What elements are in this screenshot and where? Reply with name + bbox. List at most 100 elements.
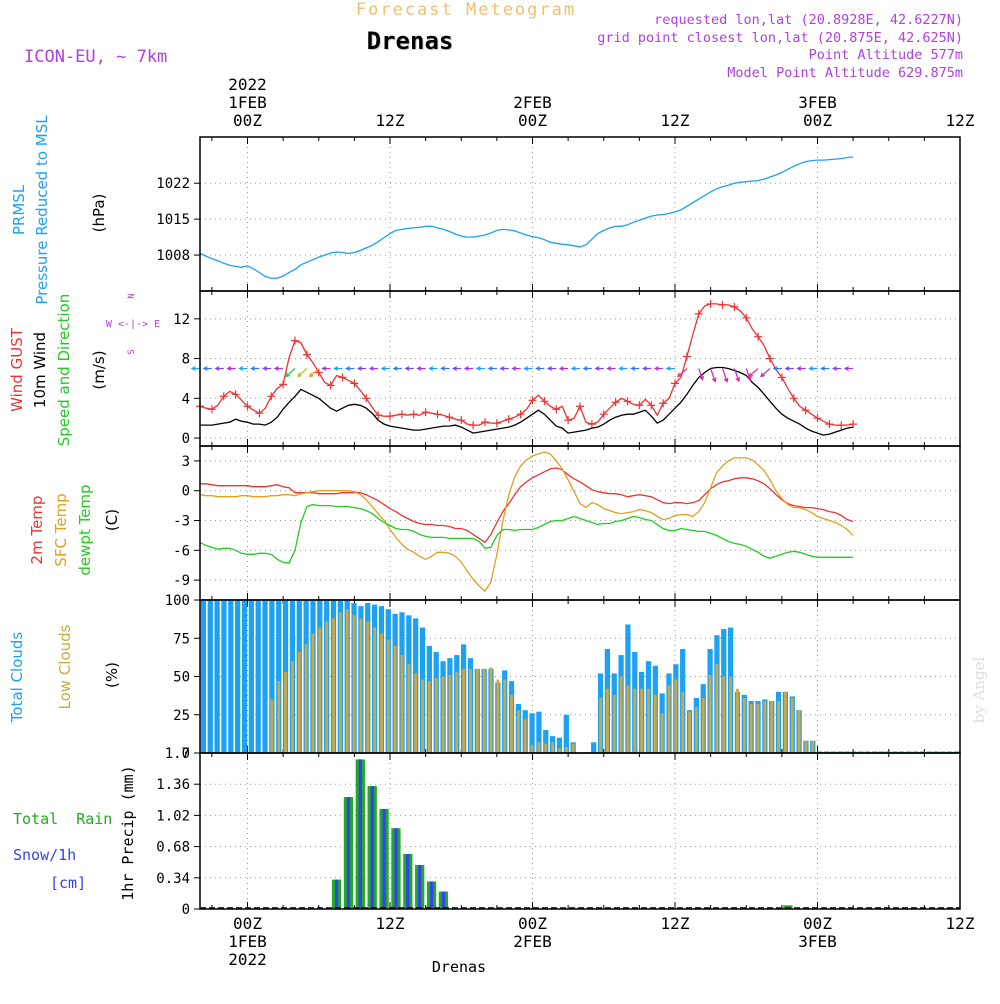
wind-arrowhead: [784, 366, 790, 371]
total-cloud-bar: [858, 751, 864, 753]
total-cloud-bar: [269, 600, 275, 753]
low-cloud-bar: [688, 711, 691, 753]
temp-label-3: dewpt Temp: [76, 484, 94, 575]
total-cloud-bar: [262, 600, 268, 753]
total-cloud-bar: [851, 751, 857, 753]
low-cloud-bar: [400, 655, 404, 753]
top-time-label: 1FEB: [228, 93, 267, 112]
low-cloud-bar: [606, 688, 609, 753]
low-cloud-bar: [715, 664, 719, 753]
wind-arrowhead: [308, 372, 314, 378]
y-tick-label: 1015: [156, 212, 190, 228]
grid-point-coords: grid point closest lon,lat (20.875E, 42.…: [597, 30, 963, 46]
wind-arrowhead: [238, 366, 244, 371]
low-cloud-bar: [640, 688, 643, 753]
low-cloud-bar: [338, 612, 342, 753]
wind-arrowhead: [523, 366, 529, 371]
total-cloud-bar: [933, 751, 939, 753]
temp-label-1: 2m Temp: [28, 496, 46, 565]
y-tick-label: 0.34: [156, 871, 190, 887]
y-tick-label: 0: [182, 431, 190, 447]
total-cloud-bar: [912, 751, 919, 753]
low-cloud-bar: [708, 674, 712, 753]
low-cloud-bar: [756, 704, 760, 753]
y-tick-label: 25: [173, 708, 190, 724]
total-cloud-bar: [871, 751, 878, 753]
y-tick-label: 0: [182, 484, 190, 500]
gust-marker: [849, 420, 858, 429]
top-time-label: 3FEB: [798, 93, 837, 112]
gust-marker: [552, 405, 561, 414]
wind-arrowhead: [285, 372, 291, 378]
top-time-label: 12Z: [376, 111, 405, 130]
top-time-label: 00Z: [518, 111, 547, 130]
gust-marker: [219, 392, 228, 401]
y-tick-label: 50: [173, 670, 190, 686]
low-cloud-bar: [352, 615, 356, 753]
top-time-label: 12Z: [946, 111, 975, 130]
gust-marker: [255, 409, 264, 418]
low-cloud-bar: [441, 676, 445, 753]
wind-direction-arrow: [297, 368, 308, 377]
wind-arrowhead: [748, 372, 754, 378]
low-cloud-bar: [790, 697, 794, 753]
low-cloud-bar: [373, 627, 376, 753]
wind-arrowhead: [404, 366, 410, 371]
wind-arrowhead: [676, 372, 682, 378]
low-cloud-bar: [599, 697, 602, 753]
total-cloud-bar: [926, 751, 932, 753]
total-cloud-bar: [892, 751, 898, 753]
total-cloud-bar: [241, 600, 248, 753]
total-cloud-bar: [817, 751, 823, 753]
low-cloud-bar: [811, 740, 815, 753]
low-cloud-bar: [407, 664, 411, 753]
gust-marker: [516, 410, 525, 419]
wind-arrowhead: [699, 375, 704, 381]
gust-marker: [528, 396, 537, 405]
low-cloud-bar: [749, 704, 753, 753]
gust-marker: [481, 418, 489, 427]
gust-marker: [576, 402, 584, 411]
wind-label-3: Speed and Direction: [55, 294, 73, 447]
wind-direction-arrow: [733, 368, 740, 382]
low-cloud-bar: [619, 676, 623, 753]
total-cloud-bar: [228, 600, 234, 753]
gust-marker: [457, 416, 466, 425]
top-time-label: 12Z: [661, 111, 690, 130]
low-cloud-bar: [311, 633, 315, 753]
temp-label-2: SFC Temp: [52, 493, 70, 566]
wind-arrowhead: [653, 366, 659, 371]
2m-temp-line: [200, 467, 854, 544]
total-cloud-bar: [248, 600, 254, 753]
wind-direction-arrow: [285, 368, 296, 377]
rain-label: Total Rain: [13, 810, 112, 828]
y-tick-label: -6: [173, 543, 190, 559]
dewpt-temp-line: [199, 503, 854, 564]
wind-arrowhead: [296, 372, 302, 378]
total-cloud-bar: [543, 730, 549, 753]
clouds-label-1: Total Clouds: [8, 632, 26, 724]
low-cloud-bar: [571, 743, 575, 753]
low-cloud-bar: [544, 743, 548, 753]
footer-station: Drenas: [432, 958, 486, 976]
low-cloud-bar: [695, 707, 698, 753]
low-cloud-bar: [482, 668, 486, 753]
wind-arrowhead: [190, 366, 196, 371]
low-cloud-bar: [318, 627, 322, 753]
wind-compass: W <-|-> E: [106, 319, 160, 330]
total-cloud-bar: [200, 600, 207, 753]
bottom-time-label: 12Z: [376, 914, 405, 933]
low-cloud-bar: [797, 710, 801, 753]
gust-marker: [397, 410, 406, 419]
wind-arrowhead: [250, 366, 256, 371]
wind-arrowhead: [570, 366, 576, 371]
y-tick-label: 1022: [156, 176, 190, 192]
station-title: Drenas: [367, 27, 454, 55]
low-cloud-bar: [633, 688, 637, 753]
low-cloud-bar: [722, 676, 726, 753]
wind-arrowhead: [618, 366, 624, 371]
low-cloud-bar: [428, 681, 431, 753]
low-cloud-bar: [345, 609, 349, 753]
wind-arrowhead: [746, 376, 752, 382]
panel-frame: [199, 752, 961, 910]
